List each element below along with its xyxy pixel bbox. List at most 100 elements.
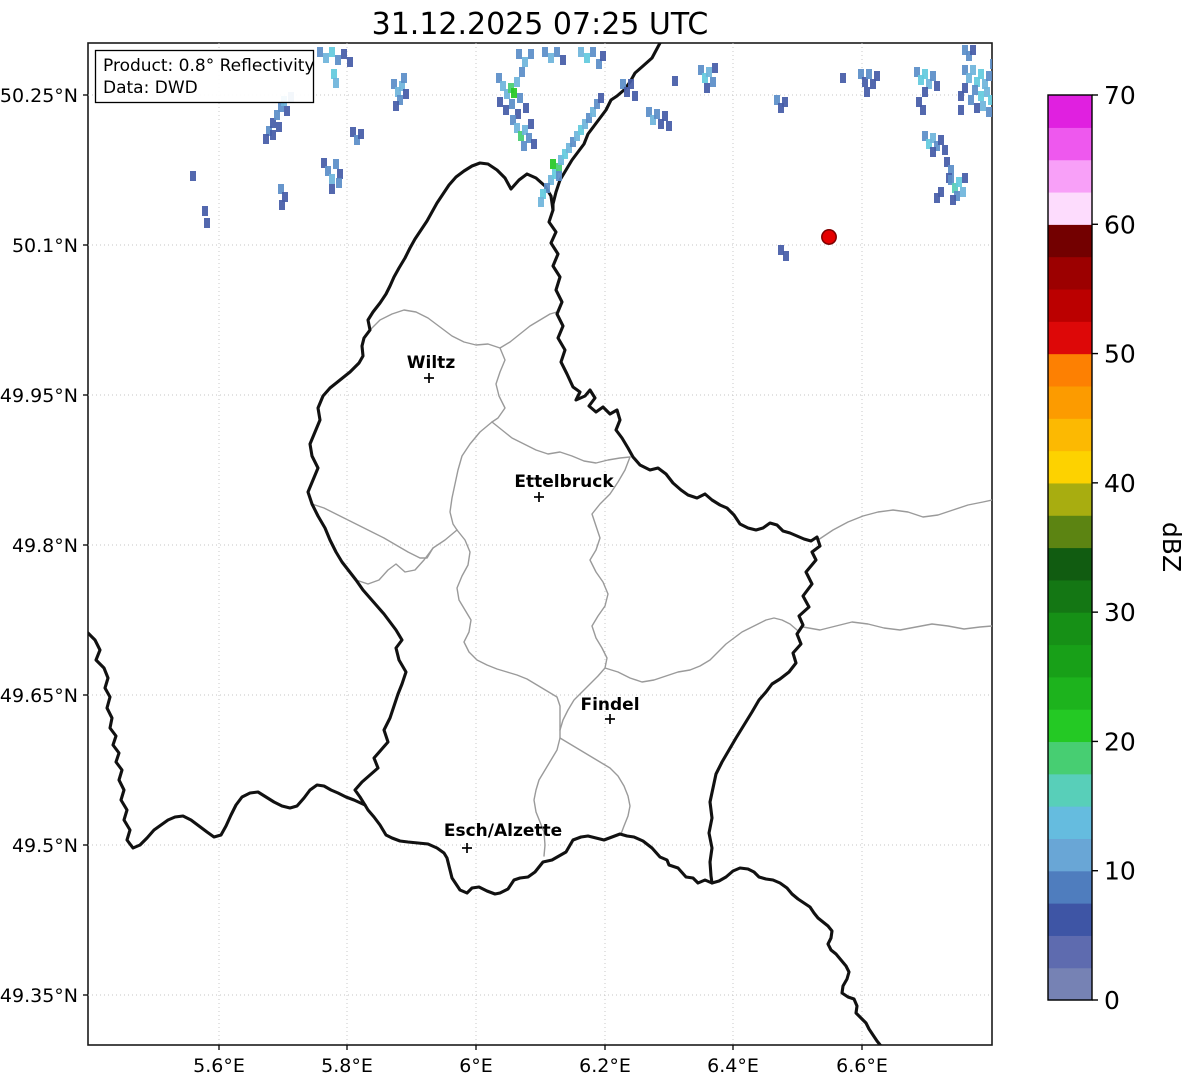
city-layer: Wiltz Ettelbruck Findel Esch/Alzette xyxy=(407,353,640,853)
radar-echo-cell xyxy=(782,97,788,107)
radar-echo-cell xyxy=(952,183,958,193)
graticule xyxy=(88,43,992,1045)
axis-layer: 5.6°E 5.8°E 6°E 6.2°E 6.4°E 6.6°E 50.25°N 50.1°… xyxy=(0,85,888,1077)
radar-echo-cell xyxy=(558,155,564,165)
radar-echo-cell xyxy=(938,135,944,145)
radar-echo-cell xyxy=(960,187,966,197)
radar-echo-cell xyxy=(954,191,960,201)
radar-echo-cell xyxy=(962,45,968,55)
radar-echo-cell xyxy=(978,91,984,101)
colorbar-tick-label: 10 xyxy=(1104,857,1136,886)
radar-echo-cell xyxy=(922,131,928,141)
luxembourg-border xyxy=(306,161,822,896)
radar-echo-cell xyxy=(874,71,880,81)
colorbar-segment xyxy=(1048,256,1092,290)
radar-echo-cell xyxy=(279,200,285,210)
radar-echo-cell xyxy=(596,59,602,69)
product-info-box-frame xyxy=(94,49,315,104)
colorbar-tick-label: 60 xyxy=(1104,210,1136,239)
colorbar-segment xyxy=(1048,838,1092,872)
radar-echo-cell xyxy=(702,73,708,83)
radar-echo-cell xyxy=(538,197,544,207)
radar-echo-cell xyxy=(962,173,968,183)
radar-echo-cell xyxy=(582,119,588,129)
colorbar-segment xyxy=(1048,741,1092,775)
radar-echo-cell xyxy=(548,53,554,63)
radar-echo-cell xyxy=(598,93,604,103)
canton-border xyxy=(604,617,798,683)
product-info-line2: Data: DWD xyxy=(103,78,198,98)
radar-echo-cell xyxy=(950,195,956,205)
radar-echo-cell xyxy=(317,47,323,57)
colorbar: 0 10 20 30 40 50 60 70 xyxy=(1047,81,1136,1015)
radar-echo-cell xyxy=(500,81,506,91)
radar-echo-cell xyxy=(864,87,870,97)
radar-echo-cell xyxy=(934,193,940,203)
product-info-line1: Product: 0.8° Reflectivity xyxy=(103,56,315,76)
radar-echo-cell xyxy=(914,67,920,77)
radar-echo-cell xyxy=(944,157,950,167)
radar-echo-cell xyxy=(712,63,718,73)
radar-echo-cell xyxy=(270,118,276,128)
colorbar-segment xyxy=(1048,967,1092,1001)
radar-echo-cell xyxy=(552,169,558,179)
radar-site-layer xyxy=(821,229,837,245)
canton-border xyxy=(355,529,458,585)
city-label: Wiltz xyxy=(407,353,456,373)
radar-echo-cell xyxy=(510,115,516,125)
y-tick-label: 49.5°N xyxy=(12,835,78,857)
canton-border xyxy=(311,503,434,559)
radar-echo-cell xyxy=(540,189,546,199)
radar-echo-cell xyxy=(624,87,630,97)
radar-echo-cell xyxy=(278,184,284,194)
radar-echo-cell xyxy=(584,53,590,63)
radar-echo-cell xyxy=(518,131,524,141)
radar-echo-cell xyxy=(968,95,974,105)
radar-echo-cell xyxy=(926,79,932,89)
radar-echo-cell xyxy=(358,129,364,139)
y-tick-label: 49.95°N xyxy=(0,385,78,407)
colorbar-segment xyxy=(1048,579,1092,613)
city-label: Ettelbruck xyxy=(514,472,614,492)
x-tick-label: 5.6°E xyxy=(193,1055,245,1077)
colorbar-segment xyxy=(1048,612,1092,646)
colorbar-segment xyxy=(1048,385,1092,419)
radar-echo-cell xyxy=(958,91,964,101)
radar-echo-cell xyxy=(350,127,356,137)
colorbar-segment xyxy=(1048,676,1092,710)
radar-echo-cell xyxy=(862,77,868,87)
radar-echo-cell xyxy=(662,111,668,121)
radar-echo-cell xyxy=(516,49,522,59)
colorbar-segment xyxy=(1048,515,1092,549)
colorbar-segment xyxy=(1048,191,1092,225)
radar-echo-cell xyxy=(337,169,343,179)
radar-echo-cell xyxy=(323,53,329,63)
radar-echo-cell xyxy=(986,107,992,117)
radar-echo-cell xyxy=(393,101,399,111)
radar-echo-cell xyxy=(266,126,272,136)
radar-echo-cell xyxy=(866,69,872,79)
radar-echo-cell xyxy=(858,69,864,79)
x-tick-label: 6.4°E xyxy=(707,1055,759,1077)
radar-echo-cell xyxy=(278,102,284,112)
radar-echo-cell xyxy=(620,79,626,89)
radar-echo-cell xyxy=(284,106,290,116)
radar-echo-cell xyxy=(566,143,572,153)
radar-echo-cell xyxy=(930,71,936,81)
radar-echo-cell xyxy=(970,65,976,75)
radar-echo-cell xyxy=(922,69,928,79)
radar-echo-cell xyxy=(600,51,606,61)
radar-echo-cell xyxy=(528,49,534,59)
radar-echo-cell xyxy=(550,159,556,169)
y-tick-label: 49.8°N xyxy=(12,535,78,557)
colorbar-segment xyxy=(1048,870,1092,904)
radar-echo-cell xyxy=(930,133,936,143)
radar-echo-cell xyxy=(990,59,992,69)
radar-echo-cell xyxy=(544,183,550,193)
colorbar-segment xyxy=(1048,773,1092,807)
colorbar-segment xyxy=(1048,709,1092,743)
radar-echo-cell xyxy=(333,159,339,169)
radar-echo-cell xyxy=(528,119,534,129)
radar-echo-cell xyxy=(190,171,196,181)
